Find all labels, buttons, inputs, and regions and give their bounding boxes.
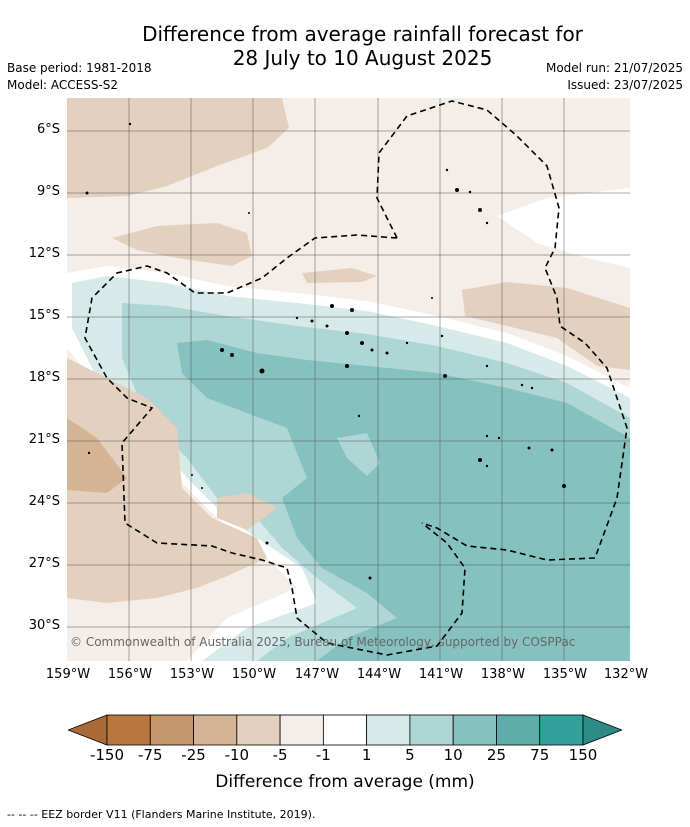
map-canvas bbox=[67, 98, 630, 661]
colorbar-tick-label: 10 bbox=[443, 746, 463, 764]
colorbar-segment bbox=[539, 714, 584, 746]
map-title: Difference from average rainfall forecas… bbox=[0, 22, 690, 70]
colorbar-tick-label: 25 bbox=[486, 746, 506, 764]
colorbar-tick-label: 150 bbox=[568, 746, 598, 764]
dry-region-southwest-core bbox=[67, 418, 127, 493]
rainfall-map: © Commonwealth of Australia 2025, Bureau… bbox=[67, 98, 630, 661]
colorbar-tick-label: -1 bbox=[315, 746, 331, 764]
colorbar-tick-label: -5 bbox=[272, 746, 288, 764]
lat-label: 27°S bbox=[28, 556, 60, 571]
lat-label: 6°S bbox=[36, 122, 60, 137]
lat-label: 18°S bbox=[28, 370, 60, 385]
dry-region-small bbox=[302, 268, 377, 283]
colorbar-segment bbox=[279, 714, 324, 746]
lon-label: 147°W bbox=[294, 667, 340, 682]
colorbar-extension-low bbox=[68, 714, 108, 746]
dry-region-small-south bbox=[217, 493, 277, 530]
colorbar-segment bbox=[149, 714, 194, 746]
colorbar-segment bbox=[452, 714, 497, 746]
colorbar-segment bbox=[322, 714, 368, 746]
lon-label: 135°W bbox=[542, 667, 588, 682]
meta-right: Model run: 21/07/2025 Issued: 23/07/2025 bbox=[546, 60, 683, 94]
model-run: Model run: 21/07/2025 bbox=[545, 61, 683, 75]
model-name: Model: ACCESS-S2 bbox=[7, 78, 119, 92]
lat-label: 9°S bbox=[36, 184, 60, 199]
lon-label: 153°W bbox=[169, 667, 215, 682]
lat-label: 24°S bbox=[28, 494, 60, 509]
colorbar-tick-label: -10 bbox=[224, 746, 250, 764]
lon-label: 138°W bbox=[480, 667, 526, 682]
lon-label: 159°W bbox=[45, 667, 91, 682]
gridlines bbox=[67, 98, 630, 661]
dry-region-east bbox=[462, 282, 630, 370]
lon-label: 150°W bbox=[231, 667, 277, 682]
meta-left: Base period: 1981-2018 Model: ACCESS-S2 bbox=[7, 60, 152, 94]
issued-date: Issued: 23/07/2025 bbox=[567, 78, 683, 92]
neutral-region-east bbox=[497, 188, 630, 268]
colorbar-tick-label: 75 bbox=[530, 746, 550, 764]
islands bbox=[85, 122, 566, 580]
lat-label: 12°S bbox=[28, 246, 60, 261]
colorbar-segment bbox=[236, 714, 281, 746]
lon-label: 132°W bbox=[603, 667, 649, 682]
lat-label: 30°S bbox=[28, 618, 60, 633]
wet-pocket bbox=[337, 433, 380, 476]
colorbar-tick-label: -75 bbox=[138, 746, 163, 764]
lon-label: 141°W bbox=[418, 667, 464, 682]
lat-label: 15°S bbox=[28, 308, 60, 323]
eez-border-west bbox=[84, 234, 466, 656]
eez-border-east bbox=[376, 100, 628, 561]
colorbar-tick-label: -150 bbox=[89, 746, 125, 764]
dry-region-southwest bbox=[67, 358, 267, 603]
colorbar-segment bbox=[106, 714, 151, 746]
lat-label: 21°S bbox=[28, 432, 60, 447]
colorbar-segment bbox=[366, 714, 411, 746]
title-line-1: Difference from average rainfall forecas… bbox=[142, 22, 583, 46]
colorbar-label: Difference from average (mm) bbox=[215, 772, 475, 792]
colorbar bbox=[68, 714, 622, 746]
lon-label: 156°W bbox=[107, 667, 153, 682]
lon-label: 144°W bbox=[356, 667, 402, 682]
wet-core bbox=[177, 340, 630, 661]
colorbar-extension-high bbox=[582, 714, 622, 746]
colorbar-tick-label: 1 bbox=[361, 746, 372, 764]
base-period: Base period: 1981-2018 bbox=[7, 61, 152, 75]
colorbar-segment bbox=[193, 714, 238, 746]
colorbar-segment bbox=[496, 714, 541, 746]
colorbar-tick-label: -25 bbox=[181, 746, 206, 764]
eez-legend-footer: -- -- -- EEZ border V11 (Flanders Marine… bbox=[7, 808, 316, 821]
colorbar-tick-label: 5 bbox=[405, 746, 415, 764]
copyright-notice: © Commonwealth of Australia 2025, Bureau… bbox=[70, 635, 576, 649]
dry-region-north bbox=[67, 98, 289, 198]
title-line-2: 28 July to 10 August 2025 bbox=[232, 46, 493, 70]
colorbar-segment bbox=[409, 714, 454, 746]
